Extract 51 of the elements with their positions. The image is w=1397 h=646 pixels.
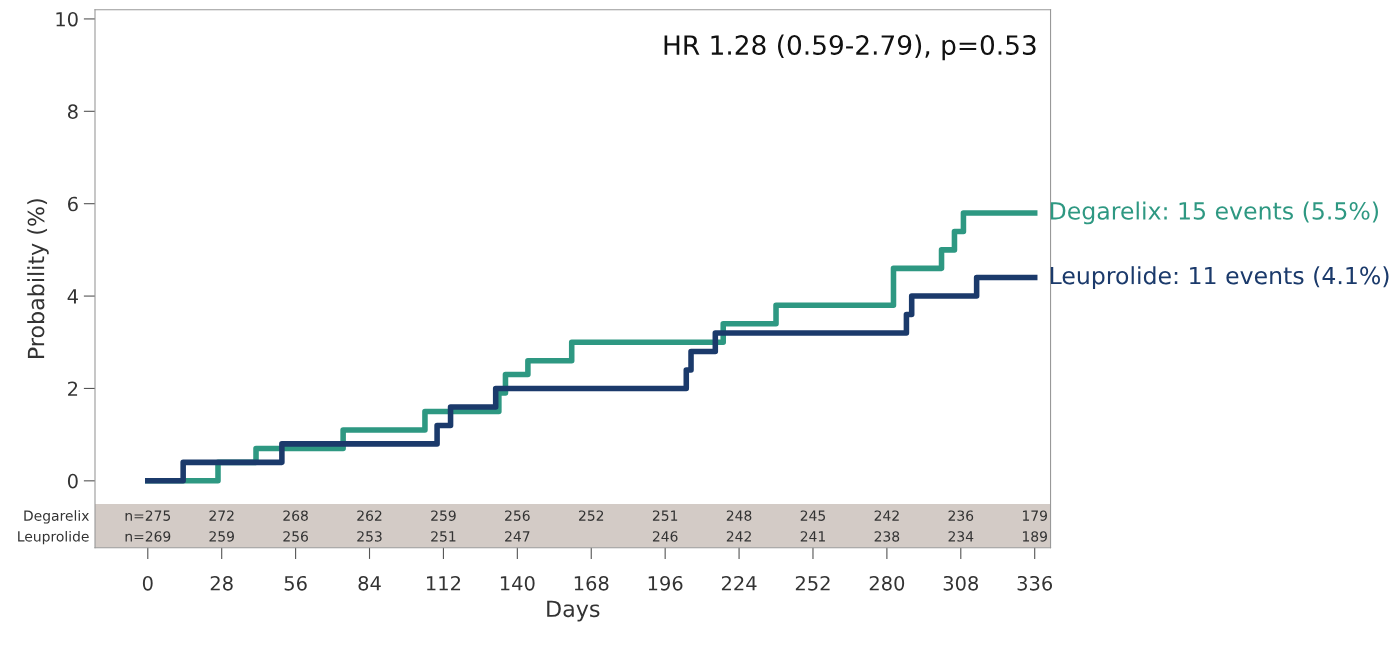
annotation: n=275 bbox=[125, 510, 171, 521]
x-tick-label: 308 bbox=[943, 575, 979, 591]
y-tick-label: 6 bbox=[68, 196, 78, 212]
annotation: 189 bbox=[1022, 531, 1047, 542]
annotation: 238 bbox=[874, 531, 900, 542]
annotation: 256 bbox=[283, 531, 308, 542]
x-tick-label: 224 bbox=[721, 575, 757, 591]
x-axis-title: Days bbox=[547, 600, 600, 622]
y-tick-label: 4 bbox=[67, 289, 78, 304]
y-tick-label: 8 bbox=[67, 104, 78, 119]
x-tick-label: 0 bbox=[142, 575, 153, 591]
annotation: 272 bbox=[209, 510, 234, 521]
annotation: 256 bbox=[505, 510, 530, 521]
annotation: 236 bbox=[948, 510, 974, 521]
annotation: 234 bbox=[948, 531, 974, 542]
x-tick-label: 56 bbox=[284, 575, 307, 591]
annotation: n=269 bbox=[125, 531, 171, 542]
annotation: 268 bbox=[283, 510, 308, 521]
series-label: Leuprolide: 11 events (4.1%) bbox=[1050, 266, 1389, 290]
x-tick-label: 140 bbox=[500, 575, 535, 591]
annotation: 242 bbox=[726, 531, 751, 542]
x-tick-label: 84 bbox=[358, 575, 381, 591]
annotation: 241 bbox=[800, 531, 825, 542]
annotation: HR 1.28 (0.59-2.79), p=0.53 bbox=[664, 34, 1036, 61]
annotation: 259 bbox=[209, 531, 234, 542]
text: Leuprolide bbox=[18, 530, 89, 545]
annotation: 253 bbox=[357, 531, 382, 542]
annotation: 262 bbox=[357, 510, 382, 521]
y-axis-title: Probability (%) bbox=[27, 199, 49, 359]
annotation: 251 bbox=[431, 531, 456, 542]
y-tick-label: 2 bbox=[68, 381, 78, 396]
x-tick-label: 336 bbox=[1017, 575, 1053, 591]
annotation: 248 bbox=[726, 510, 752, 521]
annotation: 246 bbox=[652, 531, 678, 542]
annotation: 247 bbox=[505, 531, 530, 542]
x-tick-label: 112 bbox=[427, 575, 461, 591]
x-tick-label: 280 bbox=[869, 575, 905, 591]
x-tick-label: 168 bbox=[574, 575, 609, 591]
annotation: 251 bbox=[652, 510, 678, 521]
y-tick-label: 0 bbox=[67, 473, 78, 489]
annotation: 179 bbox=[1022, 510, 1047, 521]
x-tick-label: 28 bbox=[210, 575, 233, 591]
y-tick-label: 10 bbox=[56, 11, 78, 27]
x-tick-label: 196 bbox=[648, 575, 683, 591]
annotation: 242 bbox=[874, 510, 899, 521]
annotation: 259 bbox=[431, 510, 456, 521]
text: Degarelix bbox=[24, 510, 89, 524]
x-tick-label: 252 bbox=[795, 575, 830, 591]
annotation: 252 bbox=[579, 510, 604, 521]
series-label: Degarelix: 15 events (5.5%) bbox=[1050, 201, 1378, 225]
annotation: 245 bbox=[800, 510, 826, 521]
